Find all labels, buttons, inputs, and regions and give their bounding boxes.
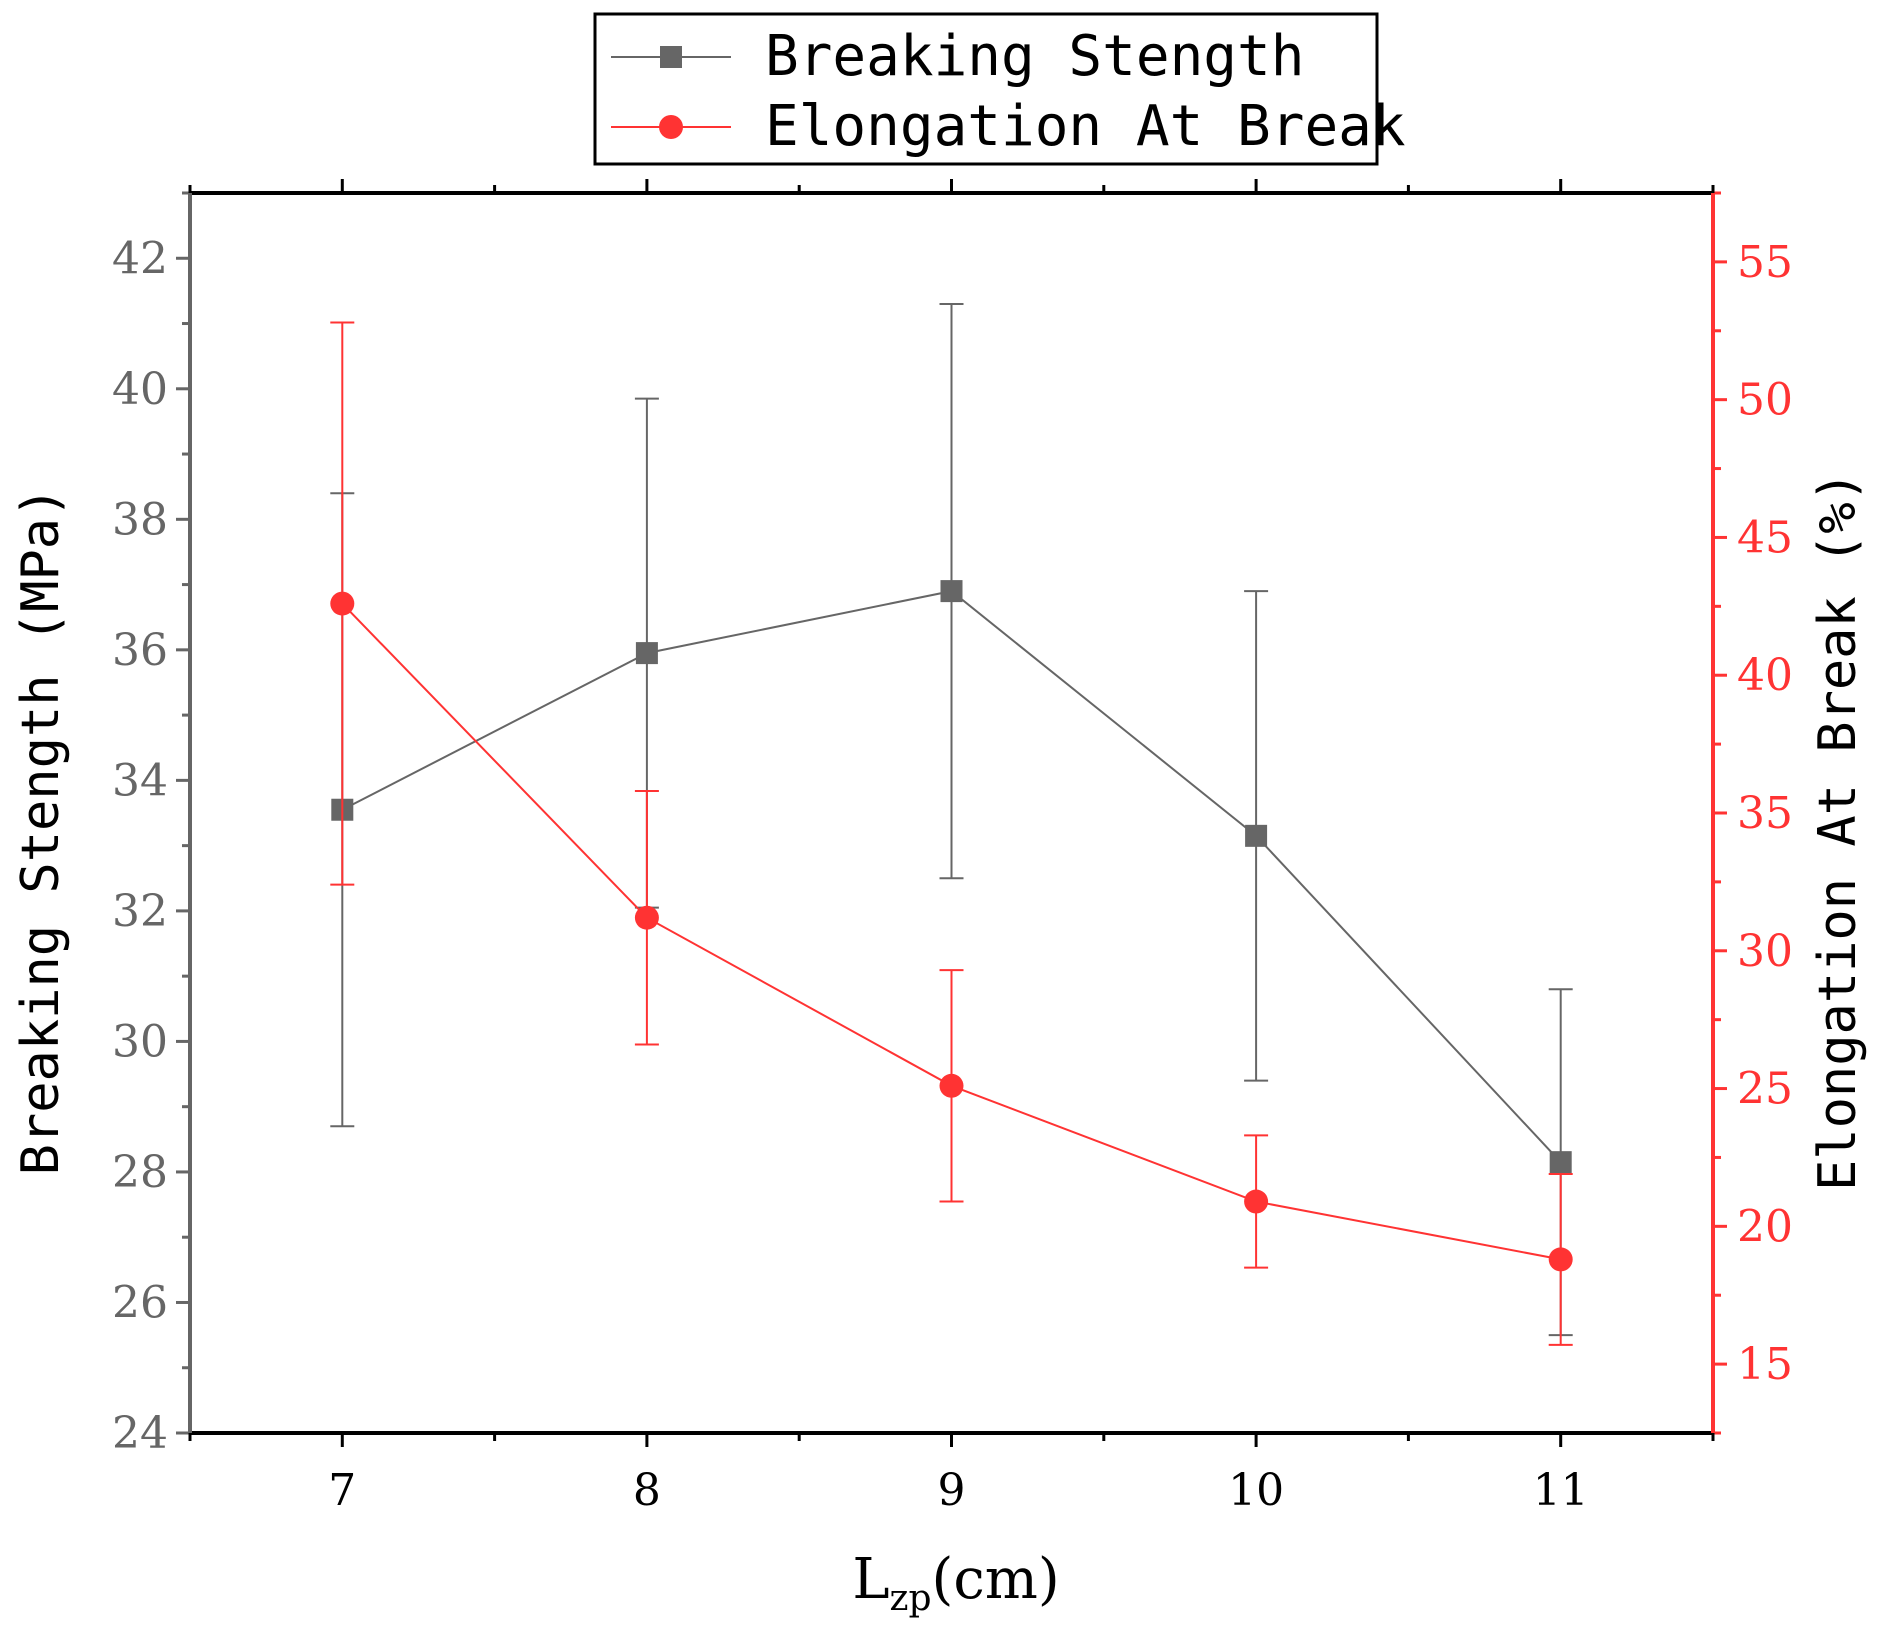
y-right-tick-label: 25 [1737, 1064, 1793, 1115]
y-left-tick-label: 32 [112, 886, 168, 937]
y-right-tick-label: 20 [1737, 1201, 1793, 1252]
x-axis-title-unit: (cm) [932, 1547, 1060, 1612]
data-point-circle [330, 591, 355, 616]
y-left-tick-label: 36 [112, 625, 168, 676]
series-1 [330, 302, 1573, 1337]
y-left-tick-label: 28 [112, 1147, 168, 1198]
y-left-tick-label: 34 [112, 755, 168, 806]
left-axis: 24 26 28 30 32 34 36 38 40 42 [112, 191, 190, 1459]
x-tick-label: 10 [1228, 1465, 1284, 1516]
x-tick-label: 8 [633, 1465, 661, 1516]
data-point-square [1549, 1151, 1572, 1174]
legend-marker-square [660, 46, 682, 68]
y-right-tick-label: 15 [1737, 1339, 1793, 1390]
y-left-tick-label: 40 [112, 364, 168, 415]
x-tick-label: 7 [328, 1465, 356, 1516]
y-right-tick-label: 35 [1737, 788, 1793, 839]
legend-label: Breaking Stength [765, 24, 1304, 89]
y-right-tick-label: 55 [1737, 237, 1793, 288]
x-tick-label: 11 [1533, 1465, 1589, 1516]
y-left-tick-label: 30 [112, 1016, 168, 1067]
legend-box [593, 12, 1379, 166]
legend-marker-circle [659, 115, 683, 139]
y-axis-right-title: Elongation At Break (%) [1808, 471, 1868, 1191]
legend-label: Elongation At Break [765, 94, 1406, 159]
y-right-tick-label: 40 [1737, 650, 1793, 701]
data-point-square [635, 642, 658, 665]
y-right-tick-label: 45 [1737, 512, 1793, 563]
y-left-tick-label: 42 [112, 233, 168, 284]
series-2 [330, 321, 1573, 1346]
data-point-circle [1548, 1247, 1573, 1272]
y-axis-left-title: Breaking Stength (MPa) [11, 487, 71, 1176]
y-left-tick-label: 26 [112, 1277, 168, 1328]
series-layer [330, 302, 1573, 1346]
x-axis-title-subscript: zp [890, 1578, 932, 1619]
y-left-tick-label: 24 [112, 1408, 168, 1459]
x-tick-label: 9 [938, 1465, 966, 1516]
data-point-square [940, 580, 963, 603]
right-axis: 15 20 25 30 35 40 45 50 55 [1713, 191, 1793, 1435]
y-left-tick-label: 38 [112, 494, 168, 545]
y-right-tick-label: 30 [1737, 926, 1793, 977]
x-axis-title: Lzp(cm) [852, 1547, 1059, 1619]
data-point-square [1245, 824, 1268, 847]
data-point-circle [1244, 1189, 1269, 1214]
bottom-axis: 7 8 9 10 11 [188, 179, 1715, 1516]
y-right-tick-label: 50 [1737, 375, 1793, 426]
data-point-circle [939, 1073, 964, 1098]
data-point-circle [634, 905, 659, 930]
x-axis-title-main: L [852, 1547, 889, 1612]
